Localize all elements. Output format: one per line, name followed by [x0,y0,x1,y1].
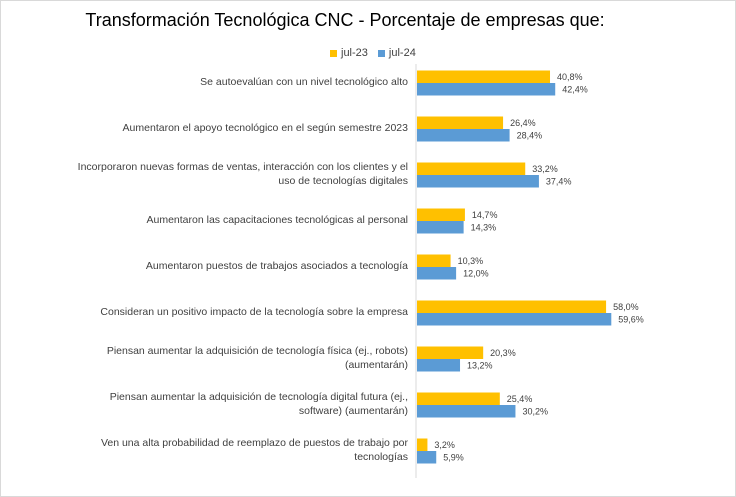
bar-jul-24-2 [417,175,539,188]
bar-jul-23-5 [417,300,607,313]
category-label-6: Piensan aumentar la adquisición de tecno… [106,345,408,371]
bar-jul-24-0 [417,83,556,96]
category-label-2: Incorporaron nuevas formas de ventas, in… [77,161,408,187]
bars-group [417,70,612,464]
legend-swatch-jul-24 [377,49,385,57]
value-label-jul-23-2: 33,2% [532,164,558,174]
value-label-jul-24-1: 28,4% [517,130,543,140]
bar-jul-23-4 [417,254,451,267]
value-label-jul-23-5: 58,0% [613,302,639,312]
value-label-jul-23-4: 10,3% [458,256,484,266]
legend-item-jul-23: jul-23 [330,47,368,59]
value-label-jul-24-3: 14,3% [471,222,497,232]
category-label-4: Aumentaron puestos de trabajos asociados… [145,260,408,272]
category-label-3: Aumentaron las capacitaciones tecnológic… [146,214,409,226]
bar-jul-23-0 [417,70,551,83]
value-label-jul-24-5: 59,6% [618,314,644,324]
bar-jul-23-1 [417,116,504,129]
bar-jul-23-6 [417,346,484,359]
chart-legend: jul-23 jul-24 [330,46,426,60]
value-labels-group: 40,8% 42,4% 26,4% 28,4% 33,2% 37,4% 14,7% 14,3%… [434,72,643,463]
legend-label-jul-24: jul-24 [388,47,416,59]
value-label-jul-24-4: 12,0% [463,268,489,278]
bar-jul-24-1 [417,129,510,142]
value-label-jul-24-0: 42,4% [562,84,588,94]
value-label-jul-24-6: 13,2% [467,360,493,370]
legend-label-jul-23: jul-23 [341,47,368,59]
value-label-jul-23-8: 3,2% [434,440,455,450]
legend-item-jul-24: jul-24 [377,47,416,59]
value-label-jul-23-7: 25,4% [507,394,533,404]
legend-swatch-jul-23 [330,49,337,57]
bar-jul-23-3 [417,208,465,221]
category-label-7: Piensan aumentar la adquisición de tecno… [109,391,408,417]
value-label-jul-24-8: 5,9% [443,452,464,462]
bar-jul-24-3 [417,221,464,234]
bar-jul-24-5 [417,313,612,326]
category-label-8: Ven una alta probabilidad de reemplazo d… [100,437,408,463]
value-label-jul-23-6: 20,3% [490,348,516,358]
bar-jul-23-7 [417,392,500,405]
bar-jul-24-4 [417,267,457,280]
category-label-5: Consideran un positivo impacto de la tec… [100,306,408,318]
value-label-jul-23-1: 26,4% [510,118,536,128]
bar-jul-24-6 [417,359,461,372]
bar-jul-24-7 [417,405,516,418]
value-label-jul-24-2: 37,4% [546,176,572,186]
value-label-jul-24-7: 30,2% [522,406,548,416]
category-label-0: Se autoevalúan con un nivel tecnológico … [200,76,408,88]
category-label-1: Aumentaron el apoyo tecnológico en el se… [122,122,408,134]
chart-title: Transformación Tecnológica CNC - Porcent… [85,10,605,30]
bar-jul-23-8 [417,438,428,451]
value-label-jul-23-0: 40,8% [557,72,583,82]
value-label-jul-23-3: 14,7% [472,210,498,220]
bar-jul-24-8 [417,451,437,464]
bar-jul-23-2 [417,162,526,175]
